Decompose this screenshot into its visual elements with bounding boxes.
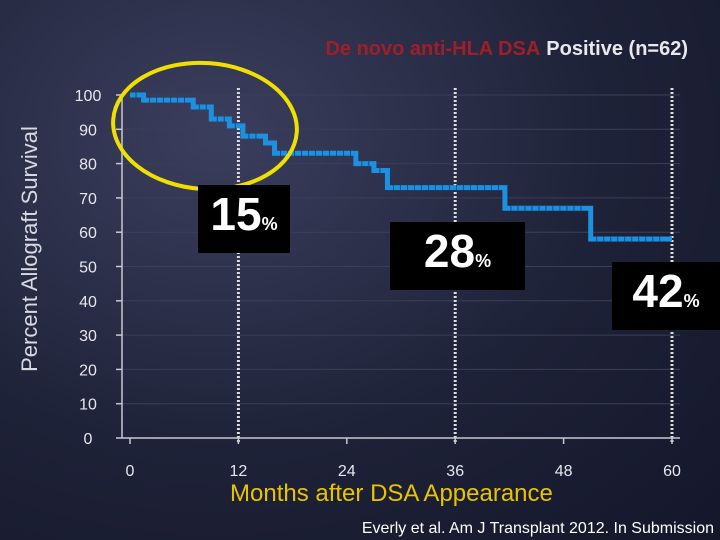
series-layer: [130, 92, 672, 243]
annotation-28-percent: 28%: [390, 222, 525, 290]
y-tick-label: 40: [79, 294, 97, 311]
y-tick-label: 60: [79, 225, 97, 242]
y-tick-label: 30: [79, 328, 97, 345]
chart-title: De novo anti-HLA DSA Positive (n=62): [0, 38, 720, 61]
citation: Everly et al. Am J Transplant 2012. In S…: [361, 520, 714, 537]
x-axis-label: Months after DSA Appearance: [230, 480, 553, 507]
x-tick-label: 60: [663, 463, 681, 480]
annotation-15-percent: 15%: [198, 185, 290, 253]
y-tick-label: 70: [79, 191, 97, 208]
y-tick-label: 0: [84, 431, 93, 448]
y-tick-label: 10: [79, 397, 97, 414]
annotation-value: 15: [210, 188, 262, 240]
annotation-42-percent: 42%: [612, 262, 720, 330]
annotation-suffix: %: [261, 214, 278, 234]
x-tick-label: 24: [338, 463, 356, 480]
y-tick-label: 50: [79, 260, 97, 277]
y-tick-labels: 0 10 20 30 40 50 60 70 80 90 100: [75, 88, 102, 448]
y-tick-label: 20: [79, 362, 97, 379]
annotation-suffix: %: [475, 251, 492, 271]
title-highlight: De novo anti-HLA DSA: [325, 38, 541, 60]
y-tick-label: 90: [79, 122, 97, 139]
annotation-value: 42: [632, 265, 684, 317]
annotation-value: 28: [423, 225, 476, 277]
x-tick-label: 0: [126, 463, 135, 480]
y-tick-label: 80: [79, 157, 97, 174]
x-tick-label: 12: [230, 463, 248, 480]
x-tick-labels: 0 12 24 36 48 60: [126, 438, 681, 480]
x-tick-label: 36: [446, 463, 464, 480]
y-tick-label: 100: [75, 88, 102, 105]
title-rest: Positive (n=62): [546, 38, 688, 60]
highlight-circle: [111, 60, 299, 192]
annotation-suffix: %: [683, 291, 700, 311]
x-tick-label: 48: [555, 463, 573, 480]
